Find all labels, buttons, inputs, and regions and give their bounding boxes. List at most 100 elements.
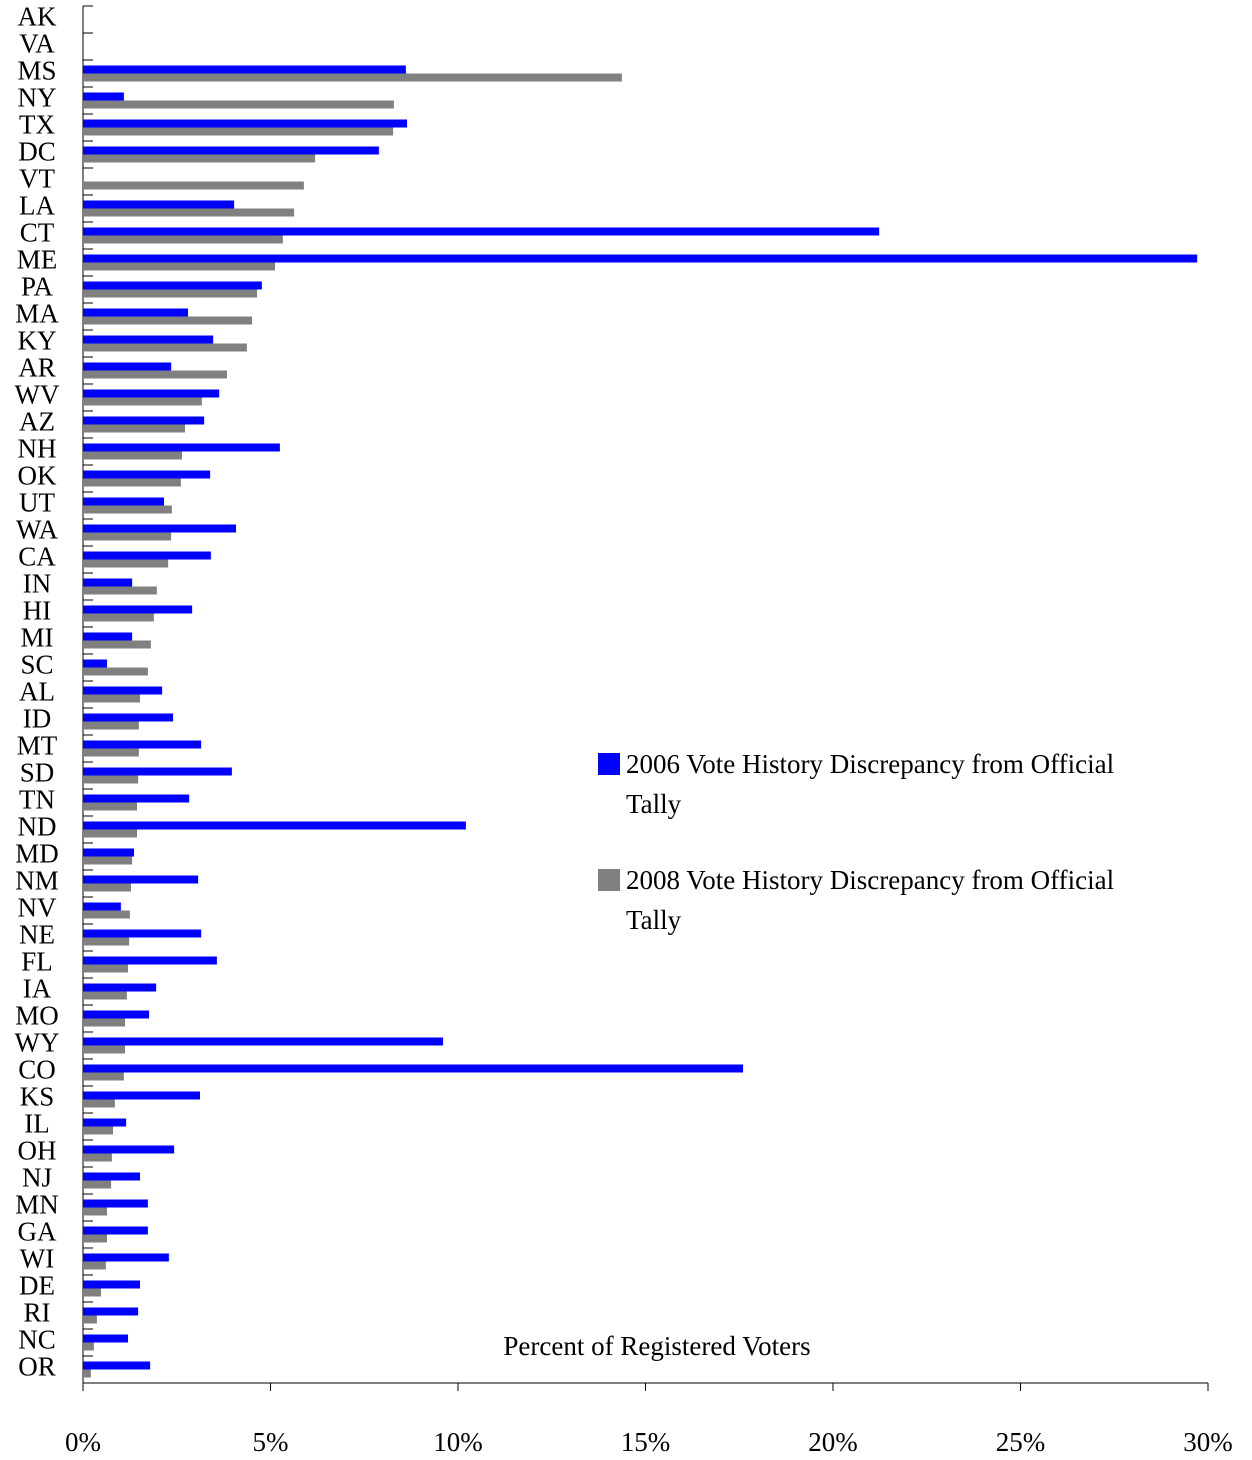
- y-tick-label: NV: [18, 893, 57, 923]
- bar: [83, 821, 466, 830]
- y-tick-label: AK: [18, 2, 57, 32]
- x-tick-label: 10%: [433, 1427, 483, 1457]
- bar: [83, 281, 262, 290]
- y-tick-label: FL: [21, 947, 53, 977]
- y-tick-label: ND: [18, 812, 57, 842]
- y-tick-label: NC: [18, 1325, 56, 1355]
- y-tick-label: WV: [15, 380, 60, 410]
- y-tick-label: OR: [18, 1352, 56, 1382]
- y-tick-label: VT: [19, 164, 55, 194]
- y-tick-label: MT: [17, 731, 58, 761]
- bar: [83, 181, 304, 190]
- y-tick-label: AL: [19, 677, 55, 707]
- y-tick-label: WY: [15, 1028, 60, 1058]
- bar: [83, 848, 134, 857]
- x-tick-label: 0%: [65, 1427, 101, 1457]
- bar: [83, 1153, 112, 1162]
- y-tick-label: AR: [18, 353, 56, 383]
- bar: [83, 362, 172, 371]
- bar: [83, 1064, 743, 1073]
- y-tick-label: DC: [18, 137, 56, 167]
- bar: [83, 1226, 148, 1235]
- bar: [83, 883, 131, 892]
- bar: [83, 1045, 125, 1054]
- bar: [83, 1199, 148, 1208]
- bar: [83, 416, 205, 425]
- y-tick-label: MN: [15, 1190, 59, 1220]
- y-tick-label: OK: [18, 461, 57, 491]
- legend-label: 2006 Vote History Discrepancy from Offic…: [626, 749, 1115, 819]
- bar: [83, 73, 622, 82]
- bar: [83, 829, 137, 838]
- y-tick-label: MD: [15, 839, 59, 869]
- bar: [83, 1207, 107, 1216]
- bar: [83, 1361, 151, 1370]
- x-tick-label: 20%: [808, 1427, 858, 1457]
- bar: [83, 424, 185, 433]
- bar: [83, 92, 124, 101]
- y-tick-label: MI: [21, 623, 54, 653]
- bar: [83, 605, 193, 614]
- bar: [83, 991, 127, 1000]
- bar: [83, 632, 133, 641]
- y-tick-label: MO: [15, 1001, 59, 1031]
- bar: [83, 308, 188, 317]
- y-tick-label: MS: [17, 56, 56, 86]
- y-tick-label: NE: [19, 920, 55, 950]
- y-tick-label: DE: [19, 1271, 55, 1301]
- bar: [83, 370, 227, 379]
- bar: [83, 748, 139, 757]
- y-tick-label: MA: [15, 299, 59, 329]
- bar: [83, 956, 217, 965]
- bar: [83, 586, 157, 595]
- bar: [83, 1037, 443, 1046]
- bar: [83, 335, 214, 344]
- bar: [83, 929, 202, 938]
- bar: [83, 1261, 106, 1270]
- bar: [83, 100, 394, 109]
- bar: [83, 983, 157, 992]
- bar: [83, 613, 154, 622]
- bar: [83, 505, 172, 514]
- bar: [83, 1018, 125, 1027]
- y-tick-label: SD: [20, 758, 55, 788]
- x-tick-label: 25%: [996, 1427, 1046, 1457]
- bar: [83, 902, 121, 911]
- bar: [83, 694, 140, 703]
- legend-swatch: [598, 753, 620, 775]
- y-tick-label: OH: [18, 1136, 57, 1166]
- bar: [83, 289, 257, 298]
- bar: [83, 1126, 113, 1135]
- bar: [83, 443, 280, 452]
- y-tick-label: AZ: [19, 407, 55, 437]
- bar: [83, 578, 133, 587]
- bar: [83, 1342, 94, 1351]
- y-tick-label: IL: [24, 1109, 49, 1139]
- bar: [83, 478, 181, 487]
- bar: [83, 910, 130, 919]
- bar: [83, 316, 253, 325]
- bar: [83, 686, 163, 695]
- legend-label: 2008 Vote History Discrepancy from Offic…: [626, 865, 1115, 935]
- bar: [83, 235, 283, 244]
- bar: [83, 1099, 115, 1108]
- y-tick-label: ME: [17, 245, 58, 275]
- bar: [83, 1091, 200, 1100]
- y-tick-label: WI: [20, 1244, 54, 1274]
- bar: [83, 1253, 169, 1262]
- y-tick-label: CA: [18, 542, 56, 572]
- y-tick-label: RI: [24, 1298, 51, 1328]
- bar: [83, 794, 190, 803]
- bar: [83, 470, 211, 479]
- bar: [83, 119, 407, 128]
- bar: [83, 802, 137, 811]
- bar: [83, 127, 394, 136]
- bar: [83, 200, 235, 209]
- bar: [83, 1280, 140, 1289]
- y-tick-label: CT: [20, 218, 55, 248]
- bar: [83, 497, 164, 506]
- bar: [83, 1288, 101, 1297]
- y-tick-label: ID: [23, 704, 52, 734]
- bar: [83, 937, 130, 946]
